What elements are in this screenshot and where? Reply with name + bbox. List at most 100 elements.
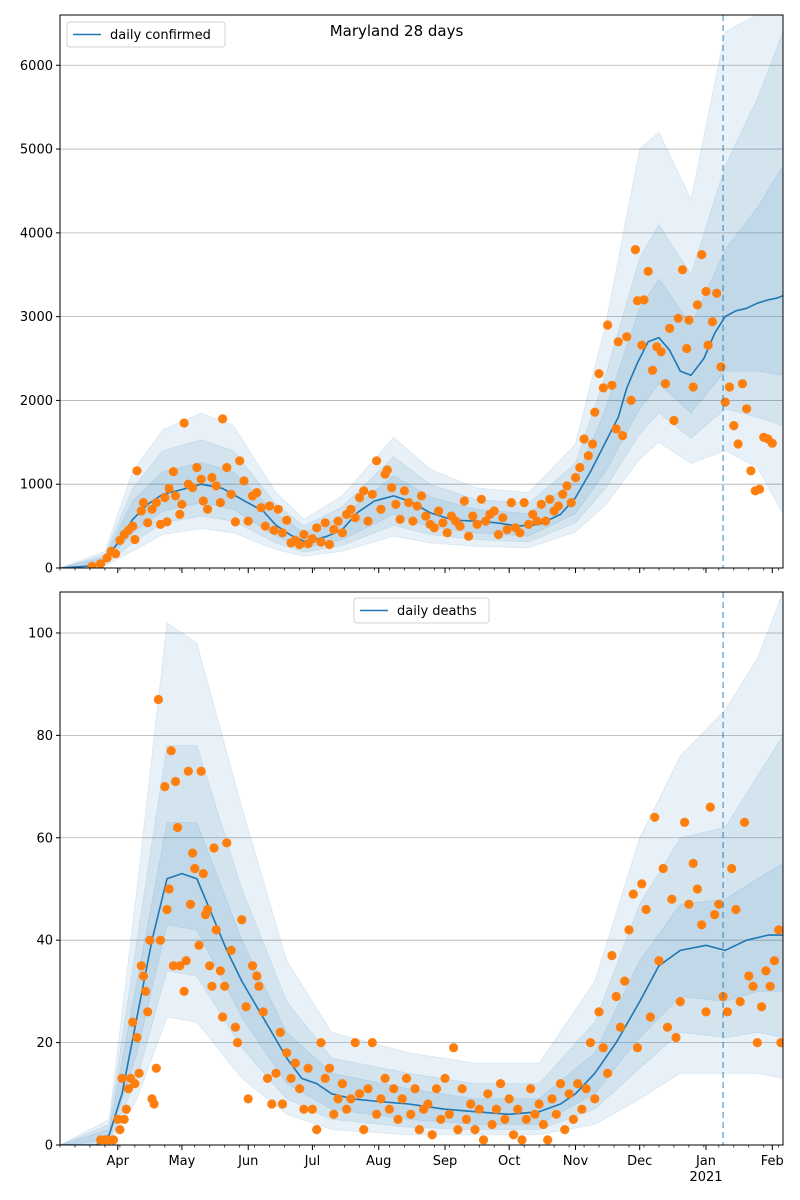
observed-point (194, 940, 204, 950)
observed-point (729, 421, 739, 431)
observed-point (222, 838, 232, 848)
observed-point (395, 514, 405, 525)
observed-point (226, 489, 236, 499)
observed-point (269, 525, 279, 535)
observed-point (626, 395, 636, 405)
legend: daily deaths (353, 597, 490, 624)
observed-point (508, 1130, 519, 1140)
observed-point (590, 1094, 600, 1104)
observed-point (207, 472, 217, 483)
axes-frame (59, 591, 784, 1146)
observed-point (632, 1043, 643, 1053)
observed-point (769, 956, 780, 966)
observed-point (765, 981, 775, 991)
observed-point (513, 1104, 523, 1114)
x-year-label: 2021 (689, 1170, 722, 1185)
observed-point (641, 904, 651, 915)
observed-point (684, 899, 694, 909)
observed-point (181, 956, 191, 966)
observed-point (688, 382, 698, 392)
x-tick-label: Jan (695, 1154, 716, 1169)
observed-point (481, 516, 491, 526)
observed-point (232, 1038, 243, 1048)
observed-point (434, 506, 444, 516)
observed-point (160, 493, 170, 503)
observed-point (282, 1048, 292, 1058)
observed-point (168, 961, 178, 971)
observed-point (102, 553, 112, 563)
observed-point (536, 499, 546, 509)
observed-point (684, 315, 694, 325)
observed-point (710, 910, 720, 920)
observed-point (312, 523, 322, 533)
observed-point (748, 981, 758, 991)
observed-point (528, 509, 538, 519)
observed-point (376, 1094, 386, 1104)
y-tick-label: 60 (36, 831, 53, 846)
observed-point (382, 465, 392, 475)
observed-point (218, 414, 228, 424)
observed-point (722, 1007, 733, 1017)
observed-point (579, 434, 589, 444)
observed-point (391, 499, 401, 509)
observed-point (141, 986, 151, 997)
observed-point (733, 439, 743, 449)
observed-point (138, 971, 148, 981)
observed-point (431, 1084, 442, 1094)
observed-point (207, 981, 217, 991)
middle-uncertainty-band (60, 31, 783, 568)
observed-point (464, 531, 474, 541)
observed-point (237, 915, 247, 925)
observed-point (598, 1043, 608, 1053)
observed-point (218, 1012, 228, 1022)
observed-point (427, 1130, 437, 1140)
observed-point (500, 1114, 510, 1124)
observed-point (515, 528, 525, 538)
observed-point (677, 265, 688, 275)
observed-point (585, 1038, 596, 1048)
observed-point (487, 1119, 497, 1130)
observed-point (337, 528, 347, 538)
observed-point (265, 501, 275, 511)
observed-point (555, 1079, 566, 1089)
observed-point (173, 822, 183, 833)
observed-point (115, 1125, 125, 1135)
observed-point (705, 802, 715, 812)
observed-point (258, 1007, 268, 1017)
observed-point (637, 340, 647, 350)
observed-point (483, 1089, 493, 1099)
observed-point (560, 1125, 570, 1135)
observed-point (113, 1114, 123, 1124)
observed-point (299, 529, 309, 540)
observed-point (192, 462, 202, 473)
observed-point (568, 1114, 579, 1124)
observed-point (87, 561, 97, 568)
observed-point (262, 1073, 273, 1083)
observed-point (275, 1027, 285, 1037)
observed-point (630, 245, 641, 255)
observed-point (598, 383, 608, 393)
observed-point (671, 1032, 681, 1043)
observed-point (243, 1094, 253, 1104)
observed-point (624, 925, 634, 935)
observed-point (404, 498, 414, 508)
plot-area (60, 592, 783, 1145)
observed-point (359, 1125, 369, 1135)
observed-point (491, 1104, 501, 1114)
observed-point (436, 1114, 446, 1124)
observed-point (476, 494, 486, 504)
observed-point (329, 524, 339, 535)
observed-point (429, 523, 439, 533)
observed-point (774, 925, 783, 935)
observed-point (185, 899, 196, 909)
observed-point (188, 483, 198, 493)
observed-point (389, 1084, 399, 1094)
observed-point (611, 991, 621, 1002)
y-tick-label: 80 (36, 729, 53, 744)
observed-point (594, 369, 604, 379)
observed-point (307, 534, 317, 544)
observed-point (183, 766, 193, 776)
observed-point (466, 1099, 476, 1109)
observed-point (496, 1079, 506, 1089)
observed-point (134, 1068, 144, 1078)
